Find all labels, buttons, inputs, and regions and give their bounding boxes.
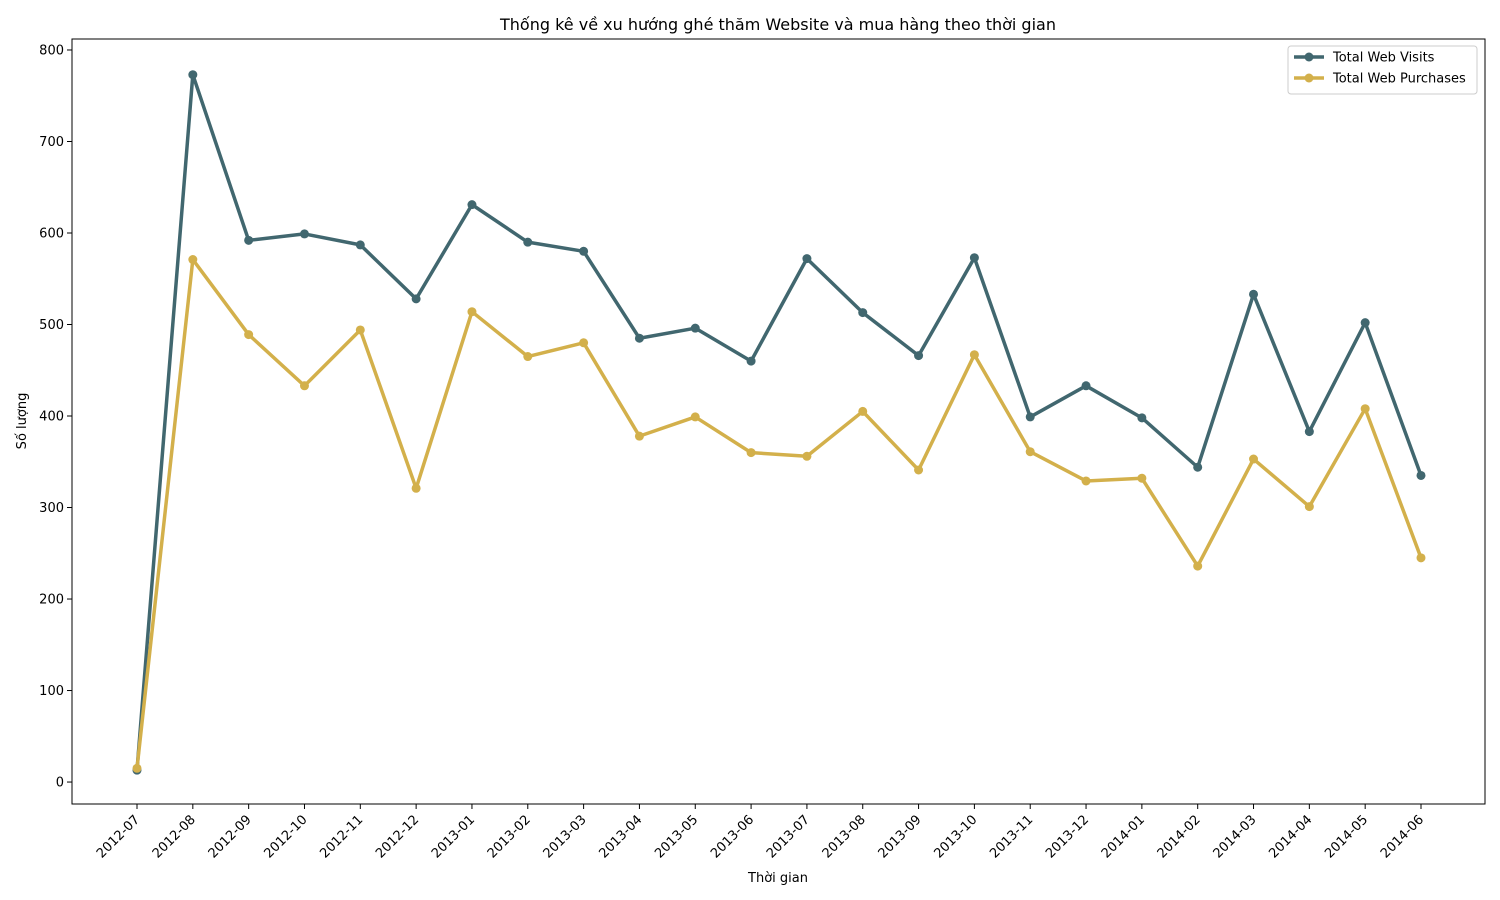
data-point — [355, 325, 365, 335]
data-point — [1025, 412, 1035, 422]
legend-label: Total Web Purchases — [1332, 72, 1466, 87]
plot-area — [71, 38, 1486, 805]
x-tick-label: 2013-03 — [541, 812, 590, 861]
data-point — [1137, 413, 1147, 423]
data-point — [244, 235, 254, 245]
y-tick-label: 400 — [39, 410, 64, 425]
data-point — [1416, 553, 1426, 563]
series-line — [135, 72, 1423, 772]
data-point — [969, 253, 979, 263]
legend: Total Web Visits Total Web Purchases — [1287, 45, 1478, 95]
data-point — [1304, 427, 1314, 437]
x-tick-label: 2013-02 — [485, 812, 534, 861]
y-axis-label: Số lượng — [15, 393, 30, 450]
data-point — [634, 333, 644, 343]
data-point — [746, 356, 756, 366]
x-tick-label: 2013-05 — [652, 812, 701, 861]
x-axis: 2012-07 2012-08 2012-09 2012-10 2012-11 2012-… — [94, 804, 1427, 861]
y-tick-label: 800 — [39, 43, 64, 58]
data-point — [858, 406, 868, 416]
y-tick-label: 700 — [39, 135, 64, 150]
chart-title: Thống kê về xu hướng ghé thăm Website và… — [499, 15, 1056, 34]
y-tick-label: 0 — [56, 776, 64, 791]
x-tick-label: 2014-02 — [1155, 812, 1204, 861]
x-tick-label: 2012-11 — [317, 812, 366, 861]
data-point — [355, 240, 365, 250]
y-tick-label: 100 — [39, 684, 64, 699]
data-point — [579, 246, 589, 256]
y-tick-label: 300 — [39, 501, 64, 516]
data-point — [579, 338, 589, 348]
data-point — [858, 308, 868, 318]
data-point — [690, 323, 700, 333]
x-tick-label: 2014-03 — [1211, 812, 1260, 861]
data-point — [523, 237, 533, 247]
y-axis: 0 100 200 300 400 500 600 700 800 — [39, 43, 72, 791]
series-1 — [132, 70, 1426, 775]
data-point — [1193, 561, 1203, 571]
data-point — [1025, 447, 1035, 457]
series-line — [135, 257, 1423, 771]
data-point — [411, 294, 421, 304]
x-tick-label: 2013-10 — [931, 812, 980, 861]
x-tick-label: 2012-09 — [206, 812, 255, 861]
legend-frame — [1287, 45, 1478, 95]
x-tick-label: 2013-08 — [820, 812, 869, 861]
data-point — [634, 431, 644, 441]
x-tick-label: 2013-04 — [596, 812, 645, 861]
x-tick-label: 2012-10 — [262, 812, 311, 861]
x-tick-label: 2014-05 — [1322, 812, 1371, 861]
data-point — [1304, 502, 1314, 512]
legend-marker — [1304, 52, 1314, 62]
data-point — [299, 381, 309, 391]
series-layer — [132, 70, 1426, 775]
data-point — [1249, 454, 1259, 464]
data-point — [411, 483, 421, 493]
data-point — [523, 352, 533, 362]
data-point — [802, 451, 812, 461]
data-point — [188, 70, 198, 80]
x-tick-label: 2013-06 — [708, 812, 757, 861]
x-tick-label: 2013-09 — [876, 812, 925, 861]
data-point — [1193, 462, 1203, 472]
x-tick-label: 2012-08 — [150, 812, 199, 861]
data-point — [1360, 318, 1370, 328]
data-point — [188, 255, 198, 265]
data-point — [467, 307, 477, 317]
data-point — [746, 448, 756, 458]
data-point — [244, 330, 254, 340]
data-point — [1137, 473, 1147, 483]
x-tick-label: 2014-04 — [1266, 812, 1315, 861]
x-tick-label: 2014-06 — [1378, 812, 1427, 861]
x-tick-label: 2013-01 — [429, 812, 478, 861]
series-2 — [132, 255, 1426, 773]
data-point — [1081, 476, 1091, 486]
legend-marker — [1304, 73, 1314, 83]
x-tick-label: 2012-07 — [94, 812, 143, 861]
data-point — [467, 200, 477, 210]
data-point — [1416, 470, 1426, 480]
legend-label: Total Web Visits — [1332, 51, 1435, 66]
x-tick-label: 2013-11 — [987, 812, 1036, 861]
data-point — [1081, 381, 1091, 391]
data-point — [132, 763, 142, 773]
x-tick-label: 2014-01 — [1099, 812, 1148, 861]
x-tick-label: 2012-12 — [373, 812, 422, 861]
x-tick-label: 2013-07 — [764, 812, 813, 861]
data-point — [1249, 289, 1259, 299]
x-tick-label: 2013-12 — [1043, 812, 1092, 861]
data-point — [802, 254, 812, 264]
data-point — [299, 229, 309, 239]
y-tick-label: 200 — [39, 593, 64, 608]
data-point — [969, 350, 979, 360]
y-tick-label: 500 — [39, 318, 64, 333]
data-point — [914, 351, 924, 361]
x-axis-label: Thời gian — [747, 871, 808, 886]
data-point — [914, 465, 924, 475]
data-point — [1360, 404, 1370, 414]
data-point — [690, 412, 700, 422]
y-tick-label: 600 — [39, 226, 64, 241]
